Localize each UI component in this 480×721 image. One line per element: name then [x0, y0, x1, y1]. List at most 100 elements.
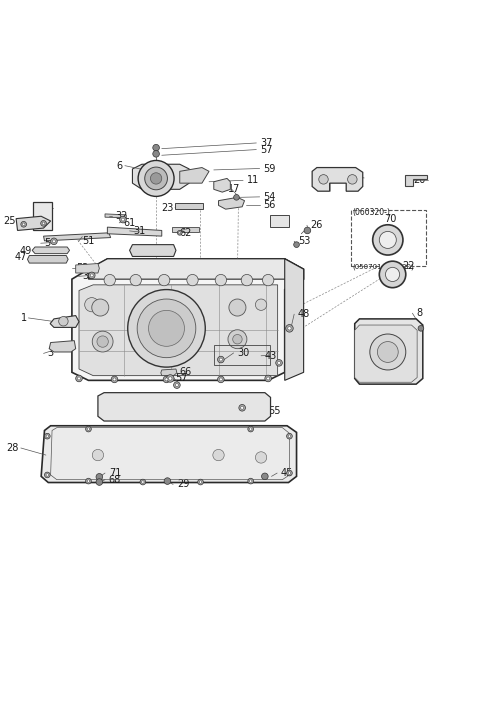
Text: 59: 59: [264, 164, 276, 174]
Polygon shape: [405, 175, 427, 185]
Circle shape: [113, 378, 116, 381]
Polygon shape: [88, 259, 304, 279]
Text: 68: 68: [109, 474, 121, 485]
Text: 17: 17: [228, 184, 240, 194]
Circle shape: [87, 428, 90, 430]
Circle shape: [288, 435, 291, 438]
Text: 55: 55: [268, 406, 281, 416]
Circle shape: [92, 299, 109, 316]
Circle shape: [288, 472, 291, 474]
Text: 15: 15: [388, 350, 400, 360]
Circle shape: [250, 479, 252, 482]
Circle shape: [153, 144, 159, 151]
Circle shape: [59, 317, 68, 326]
Circle shape: [213, 449, 224, 461]
Text: 32: 32: [115, 211, 128, 221]
Text: 71: 71: [109, 468, 121, 478]
Circle shape: [41, 221, 47, 226]
Polygon shape: [161, 369, 177, 376]
Text: 52: 52: [76, 263, 88, 273]
Circle shape: [370, 334, 406, 370]
Circle shape: [21, 221, 26, 227]
Circle shape: [229, 299, 246, 316]
Circle shape: [92, 449, 104, 461]
Circle shape: [219, 378, 222, 381]
Circle shape: [277, 361, 280, 364]
Circle shape: [262, 473, 268, 479]
Polygon shape: [32, 247, 70, 254]
Circle shape: [276, 360, 282, 366]
Text: 20: 20: [413, 175, 426, 185]
Circle shape: [287, 433, 292, 439]
Circle shape: [137, 299, 196, 358]
Circle shape: [76, 375, 82, 382]
Text: 66: 66: [180, 367, 192, 377]
Text: 57: 57: [260, 145, 273, 154]
Bar: [351, 210, 426, 266]
Polygon shape: [98, 393, 271, 421]
Circle shape: [187, 275, 198, 286]
Text: 29: 29: [177, 479, 189, 490]
Polygon shape: [41, 426, 297, 482]
Circle shape: [379, 261, 406, 288]
Text: 51: 51: [82, 236, 95, 247]
Circle shape: [164, 478, 171, 485]
Circle shape: [240, 407, 244, 410]
Polygon shape: [175, 203, 204, 209]
Polygon shape: [72, 259, 304, 381]
Circle shape: [111, 376, 118, 383]
Circle shape: [304, 227, 311, 234]
Circle shape: [165, 378, 168, 381]
Circle shape: [385, 267, 400, 281]
Text: 30: 30: [238, 348, 250, 358]
Text: 57: 57: [175, 373, 188, 384]
Circle shape: [138, 161, 174, 196]
Text: 63: 63: [34, 203, 46, 213]
Text: 6: 6: [117, 161, 123, 171]
Bar: [214, 345, 270, 366]
Text: 47: 47: [14, 252, 27, 262]
Circle shape: [42, 222, 45, 225]
Text: 48: 48: [298, 309, 310, 319]
Circle shape: [198, 479, 204, 485]
Circle shape: [267, 377, 270, 380]
Circle shape: [286, 324, 293, 332]
Text: 23: 23: [161, 203, 174, 213]
Circle shape: [77, 377, 81, 380]
Circle shape: [217, 376, 224, 383]
Text: 70: 70: [384, 213, 396, 224]
Circle shape: [234, 195, 240, 200]
Circle shape: [104, 275, 115, 286]
Circle shape: [45, 433, 50, 439]
Circle shape: [239, 404, 245, 411]
Text: 43: 43: [265, 351, 277, 360]
Circle shape: [120, 216, 126, 223]
Text: 28: 28: [7, 443, 19, 453]
Circle shape: [52, 240, 55, 243]
Polygon shape: [214, 178, 230, 192]
Polygon shape: [218, 198, 244, 209]
Circle shape: [248, 478, 253, 484]
Circle shape: [265, 375, 272, 382]
Text: 25: 25: [4, 216, 16, 226]
Text: 26: 26: [311, 220, 323, 230]
Circle shape: [248, 426, 253, 432]
Circle shape: [233, 335, 242, 344]
Text: 37: 37: [260, 138, 273, 148]
Circle shape: [163, 376, 170, 383]
Circle shape: [179, 231, 181, 234]
Circle shape: [46, 474, 48, 476]
Circle shape: [379, 231, 396, 249]
Circle shape: [148, 310, 184, 346]
Polygon shape: [79, 285, 277, 376]
Circle shape: [263, 275, 274, 286]
Circle shape: [287, 470, 292, 476]
Circle shape: [150, 173, 162, 184]
Circle shape: [96, 479, 103, 485]
Circle shape: [130, 275, 142, 286]
Circle shape: [145, 167, 168, 190]
Text: 64: 64: [251, 400, 263, 410]
Polygon shape: [132, 164, 189, 190]
Circle shape: [167, 375, 174, 382]
Circle shape: [377, 342, 398, 363]
